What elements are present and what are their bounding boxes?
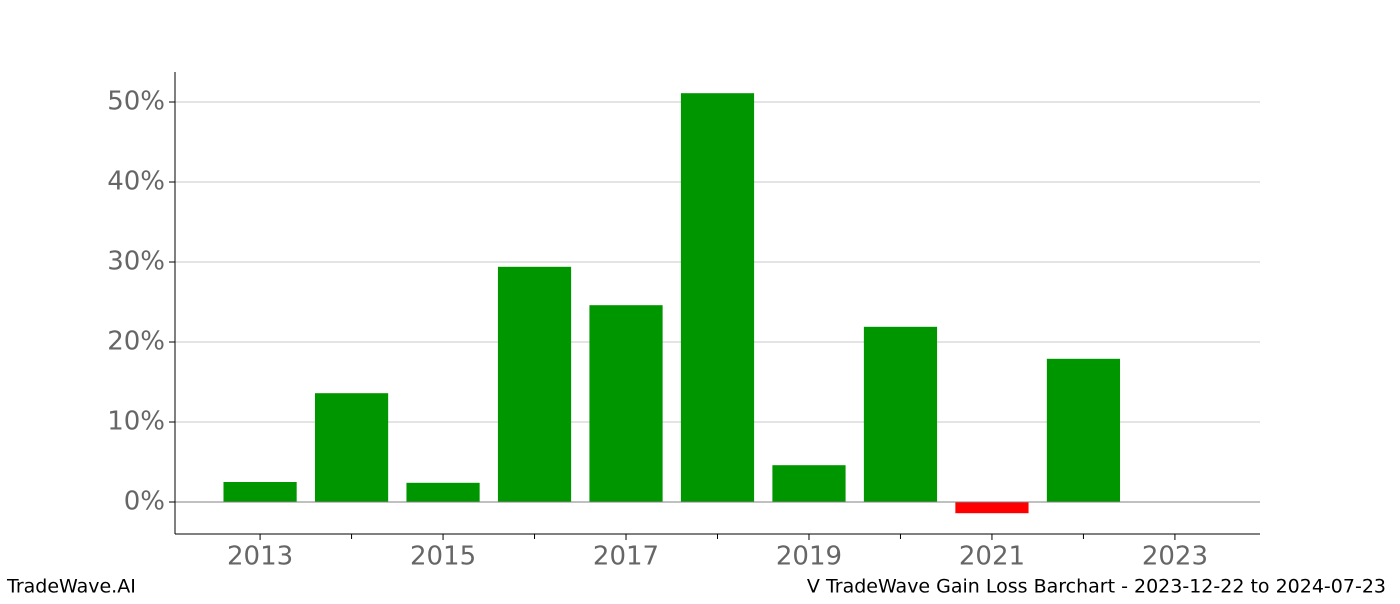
bar — [314, 393, 389, 502]
y-tick-label: 40% — [107, 167, 165, 197]
bar — [955, 502, 1029, 514]
y-tick-label: 30% — [107, 247, 165, 277]
bar — [406, 482, 480, 502]
bar — [680, 93, 755, 502]
x-tick-label: 2017 — [593, 542, 659, 572]
bar — [863, 326, 938, 502]
x-tick-label: 2013 — [227, 542, 293, 572]
x-tick-label: 2015 — [410, 542, 476, 572]
bar — [223, 482, 297, 502]
bar — [589, 305, 663, 502]
x-tick-label: 2023 — [1142, 542, 1208, 572]
y-tick-label: 50% — [107, 87, 165, 117]
bar — [772, 465, 846, 502]
bar — [1046, 358, 1121, 502]
footer-right: V TradeWave Gain Loss Barchart - 2023-12… — [807, 576, 1386, 598]
x-tick-label: 2019 — [776, 542, 842, 572]
y-tick-label: 10% — [107, 407, 165, 437]
bar — [497, 266, 572, 502]
y-tick-label: 20% — [107, 327, 165, 357]
footer-left: TradeWave.AI — [6, 576, 136, 598]
x-tick-label: 2021 — [959, 542, 1025, 572]
y-tick-label: 0% — [124, 487, 165, 517]
